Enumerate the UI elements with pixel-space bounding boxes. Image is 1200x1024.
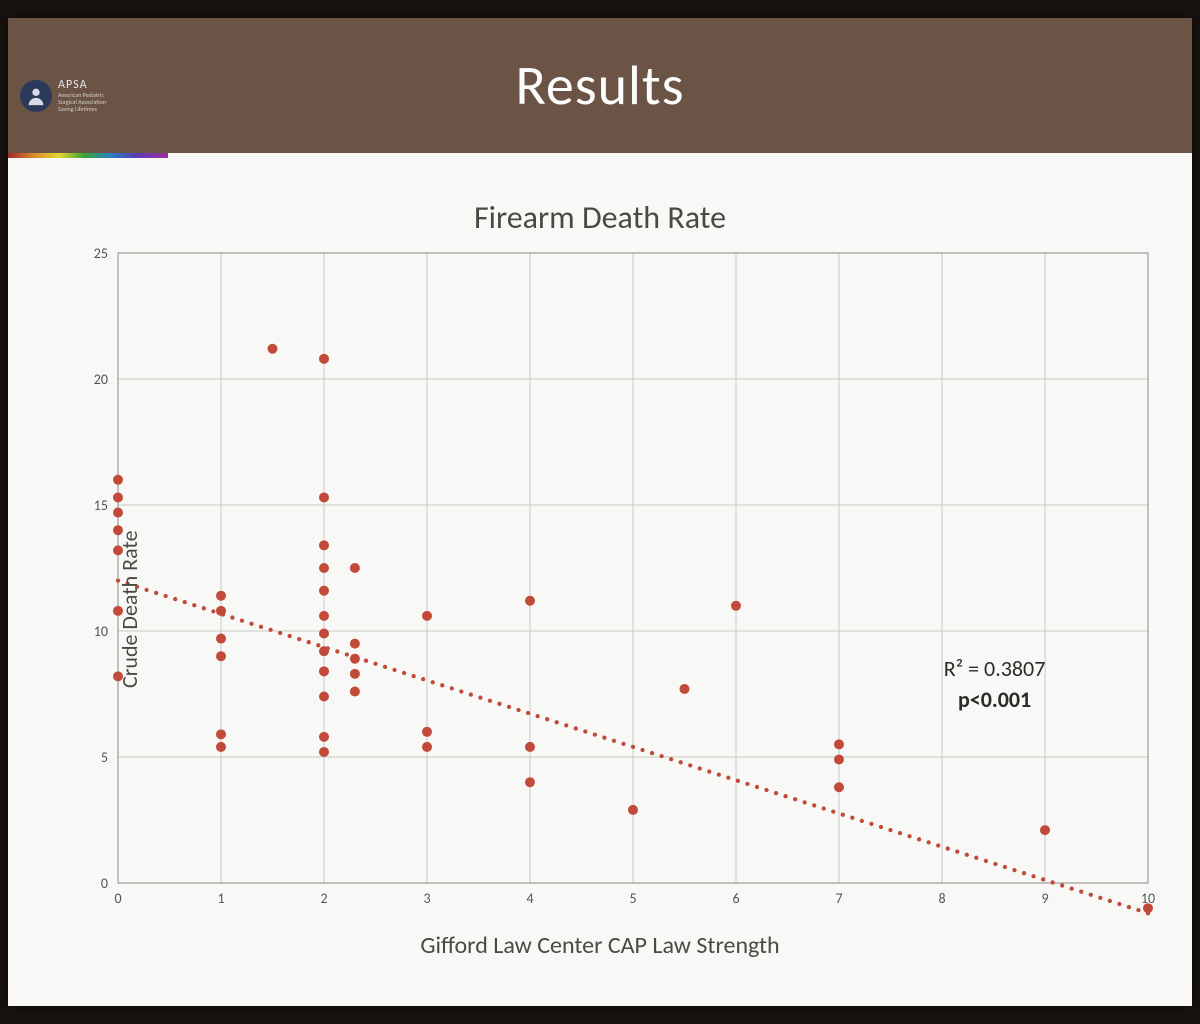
svg-text:5: 5 xyxy=(101,749,108,766)
svg-text:6: 6 xyxy=(732,890,739,907)
svg-text:0: 0 xyxy=(114,890,121,907)
slide: APSA American Pediatric Surgical Associa… xyxy=(8,18,1192,1006)
svg-text:3: 3 xyxy=(423,890,430,907)
svg-text:8: 8 xyxy=(938,890,945,907)
logo-acronym: APSA xyxy=(58,78,106,92)
chart-title: Firearm Death Rate xyxy=(28,198,1172,237)
svg-text:2: 2 xyxy=(320,890,327,907)
svg-text:7: 7 xyxy=(835,890,842,907)
logo-sub3: Saving Lifetimes xyxy=(58,106,106,113)
r-squared-text: R² = 0.3807 xyxy=(944,654,1046,685)
svg-text:9: 9 xyxy=(1041,890,1048,907)
x-axis-label: Gifford Law Center CAP Law Strength xyxy=(28,931,1172,960)
svg-text:25: 25 xyxy=(94,245,108,262)
svg-text:5: 5 xyxy=(629,890,636,907)
logo-text: APSA American Pediatric Surgical Associa… xyxy=(58,78,106,113)
svg-text:1: 1 xyxy=(217,890,224,907)
stats-annotation: R² = 0.3807 p<0.001 xyxy=(944,654,1046,716)
svg-text:4: 4 xyxy=(526,890,533,907)
p-value-text: p<0.001 xyxy=(944,685,1046,716)
header-bar: APSA American Pediatric Surgical Associa… xyxy=(8,18,1192,153)
svg-text:15: 15 xyxy=(94,497,108,514)
logo-icon xyxy=(20,80,52,112)
scatter-plot: 0123456789100510152025 xyxy=(28,243,1168,923)
logo-block: APSA American Pediatric Surgical Associa… xyxy=(20,78,106,113)
svg-text:10: 10 xyxy=(94,623,108,640)
svg-text:20: 20 xyxy=(94,371,108,388)
chart-area: Firearm Death Rate Crude Death Rate 0 1 2 3… xyxy=(8,168,1192,1006)
rainbow-stripe xyxy=(8,153,168,158)
y-axis-label: Crude Death Rate xyxy=(116,530,143,688)
slide-title: Results xyxy=(515,52,684,120)
svg-text:0: 0 xyxy=(101,875,108,892)
